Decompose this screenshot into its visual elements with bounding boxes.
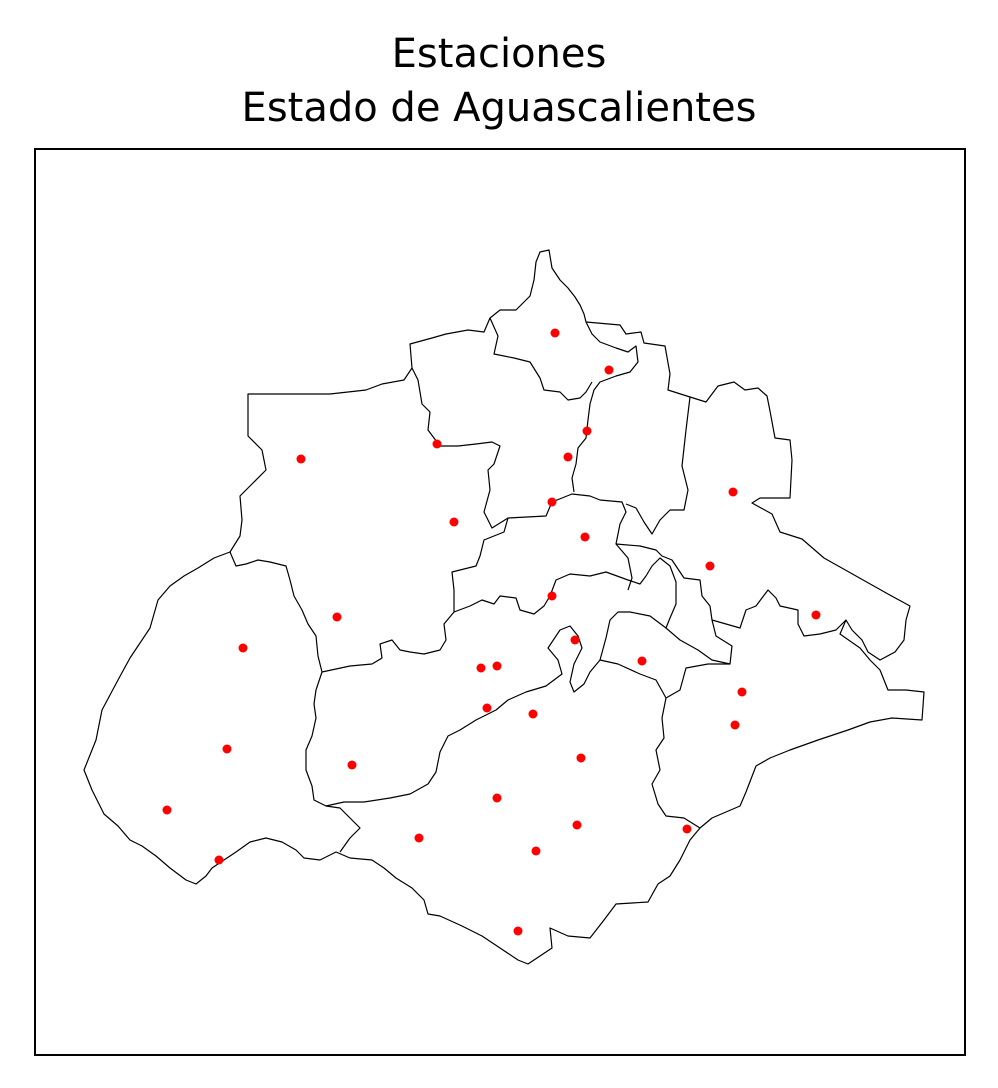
boundary-south-center: [599, 659, 667, 699]
station-marker: [811, 610, 821, 620]
station-marker: [449, 517, 459, 527]
station-marker: [705, 561, 715, 571]
station-marker: [563, 452, 573, 462]
station-marker: [162, 805, 172, 815]
station-marker: [547, 591, 557, 601]
boundary-north-inner: [571, 321, 639, 493]
station-marker: [737, 687, 747, 697]
station-marker: [576, 753, 586, 763]
station-marker: [296, 454, 306, 464]
station-marker: [347, 760, 357, 770]
station-marker: [604, 365, 614, 375]
map-frame: [34, 148, 966, 1056]
boundary-northwest: [321, 493, 633, 673]
boundary-east-inner: [651, 619, 733, 829]
station-marker: [513, 926, 523, 936]
station-marker: [222, 744, 232, 754]
boundary-north-right: [625, 396, 691, 535]
station-marker: [547, 497, 557, 507]
station-markers: [162, 328, 821, 936]
boundary-north-center: [411, 367, 509, 529]
station-marker: [238, 643, 248, 653]
station-marker: [414, 833, 424, 843]
station-marker: [728, 487, 738, 497]
station-marker: [550, 328, 560, 338]
boundary-east: [615, 543, 847, 637]
station-marker: [572, 820, 582, 830]
station-marker: [582, 426, 592, 436]
map-title-line-1: Estaciones: [391, 31, 607, 77]
boundary-center-inner: [665, 627, 731, 665]
station-marker: [580, 532, 590, 542]
boundary-north-top: [489, 317, 593, 401]
station-marker: [730, 720, 740, 730]
station-marker: [476, 663, 486, 673]
station-marker: [492, 661, 502, 671]
station-marker: [682, 824, 692, 834]
station-marker: [482, 703, 492, 713]
station-marker: [492, 793, 502, 803]
boundary-center: [325, 557, 677, 807]
station-marker: [531, 846, 541, 856]
station-marker: [214, 855, 224, 865]
state-outline: [83, 249, 925, 965]
boundary-west: [229, 551, 361, 853]
station-marker: [637, 656, 647, 666]
station-marker: [332, 612, 342, 622]
municipality-boundaries: [83, 249, 925, 965]
station-marker: [528, 709, 538, 719]
station-marker: [432, 439, 442, 449]
station-marker: [570, 635, 580, 645]
map-title-line-2: Estado de Aguascalientes: [241, 85, 757, 131]
